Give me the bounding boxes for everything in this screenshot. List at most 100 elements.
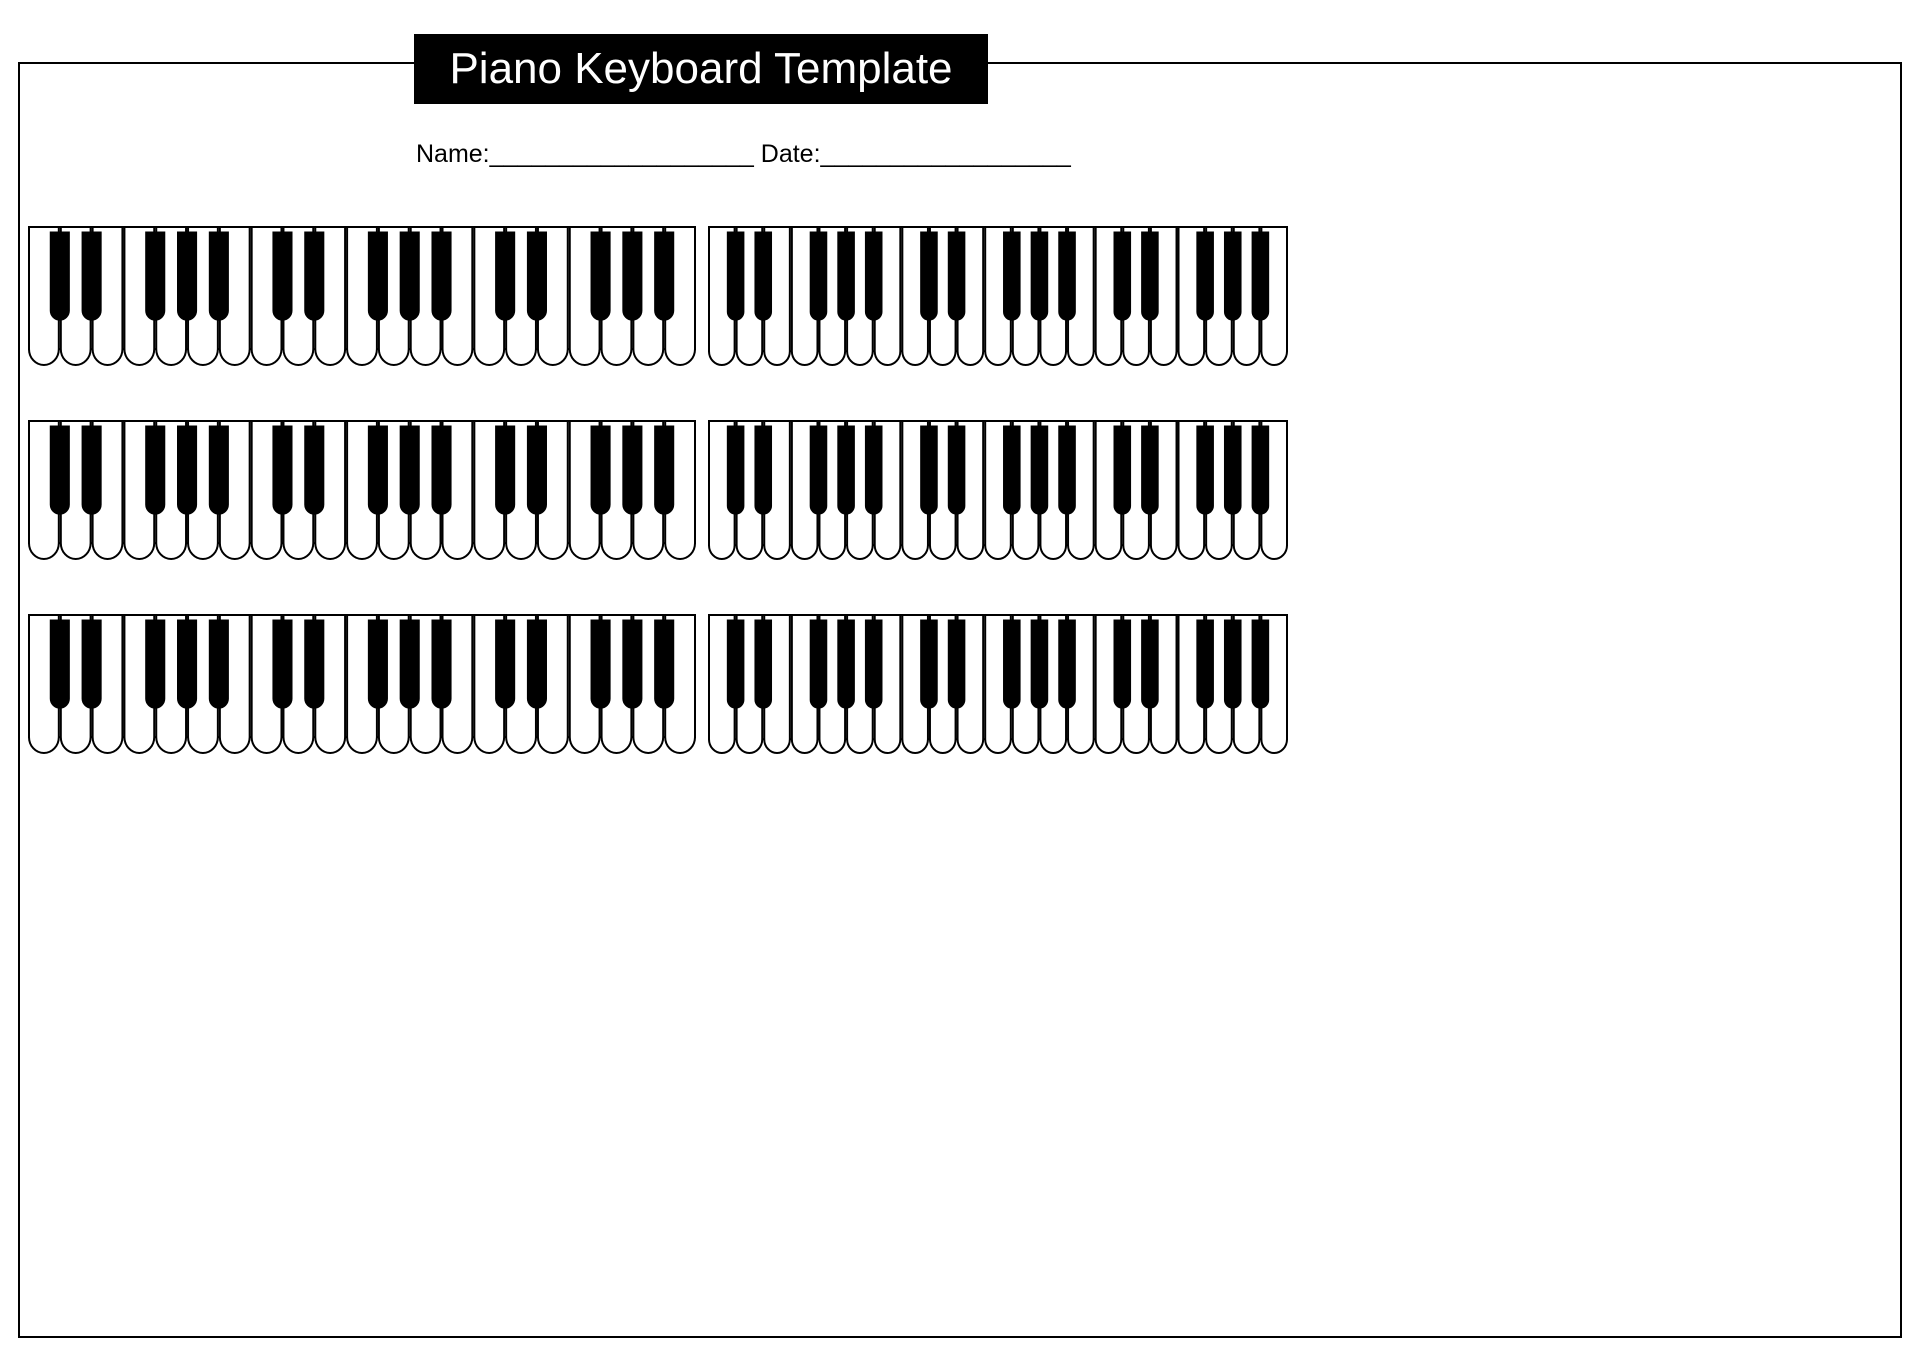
black-key: [921, 232, 938, 320]
black-key: [273, 426, 292, 514]
black-key: [1252, 620, 1269, 708]
black-key: [1252, 232, 1269, 320]
black-key: [209, 232, 228, 320]
keyboard: [28, 420, 696, 560]
black-key: [948, 426, 965, 514]
black-key: [1004, 426, 1021, 514]
black-key: [1224, 426, 1241, 514]
black-key: [178, 620, 197, 708]
keyboard-row: [0, 226, 1920, 366]
black-key: [1197, 232, 1214, 320]
black-key: [655, 426, 674, 514]
black-key: [591, 620, 610, 708]
black-key: [755, 426, 772, 514]
black-key: [1197, 426, 1214, 514]
black-key: [527, 620, 546, 708]
black-key: [400, 232, 419, 320]
black-key: [655, 620, 674, 708]
black-key: [1224, 232, 1241, 320]
black-key: [209, 620, 228, 708]
black-key: [921, 426, 938, 514]
black-key: [1059, 232, 1076, 320]
black-key: [146, 232, 165, 320]
black-key: [1142, 232, 1159, 320]
black-key: [727, 620, 744, 708]
black-key: [432, 232, 451, 320]
black-key: [1059, 620, 1076, 708]
black-key: [1224, 620, 1241, 708]
black-key: [1197, 620, 1214, 708]
black-key: [810, 232, 827, 320]
black-key: [305, 232, 324, 320]
black-key: [178, 426, 197, 514]
black-key: [1031, 426, 1048, 514]
black-key: [838, 620, 855, 708]
black-key: [1142, 426, 1159, 514]
black-key: [305, 426, 324, 514]
keyboard: [708, 420, 1288, 560]
black-key: [527, 426, 546, 514]
black-key: [1004, 232, 1021, 320]
black-key: [623, 426, 642, 514]
keyboard: [28, 226, 696, 366]
black-key: [755, 232, 772, 320]
black-key: [82, 426, 101, 514]
keyboard: [708, 226, 1288, 366]
black-key: [400, 620, 419, 708]
black-key: [50, 620, 69, 708]
black-key: [82, 232, 101, 320]
black-key: [368, 232, 387, 320]
page: Piano Keyboard Template Name:___________…: [0, 0, 1920, 1354]
black-key: [810, 620, 827, 708]
black-key: [496, 620, 515, 708]
black-key: [305, 620, 324, 708]
black-key: [146, 620, 165, 708]
black-key: [865, 620, 882, 708]
black-key: [1142, 620, 1159, 708]
black-key: [50, 426, 69, 514]
black-key: [810, 426, 827, 514]
black-key: [727, 232, 744, 320]
black-key: [755, 620, 772, 708]
black-key: [655, 232, 674, 320]
black-key: [368, 426, 387, 514]
black-key: [50, 232, 69, 320]
black-key: [623, 232, 642, 320]
black-key: [623, 620, 642, 708]
black-key: [1114, 620, 1131, 708]
black-key: [948, 232, 965, 320]
black-key: [591, 232, 610, 320]
black-key: [865, 426, 882, 514]
black-key: [921, 620, 938, 708]
black-key: [1031, 620, 1048, 708]
black-key: [146, 426, 165, 514]
keyboard: [28, 614, 696, 754]
black-key: [496, 426, 515, 514]
black-key: [838, 232, 855, 320]
black-key: [865, 232, 882, 320]
black-key: [273, 232, 292, 320]
keyboard: [708, 614, 1288, 754]
keyboards-area: [0, 0, 1920, 1354]
black-key: [496, 232, 515, 320]
black-key: [838, 426, 855, 514]
black-key: [400, 426, 419, 514]
black-key: [1252, 426, 1269, 514]
black-key: [1004, 620, 1021, 708]
black-key: [1059, 426, 1076, 514]
black-key: [432, 426, 451, 514]
black-key: [432, 620, 451, 708]
black-key: [948, 620, 965, 708]
keyboard-row: [0, 614, 1920, 754]
black-key: [1031, 232, 1048, 320]
black-key: [727, 426, 744, 514]
black-key: [1114, 232, 1131, 320]
black-key: [591, 426, 610, 514]
black-key: [178, 232, 197, 320]
black-key: [527, 232, 546, 320]
keyboard-row: [0, 420, 1920, 560]
black-key: [273, 620, 292, 708]
black-key: [209, 426, 228, 514]
black-key: [368, 620, 387, 708]
black-key: [1114, 426, 1131, 514]
